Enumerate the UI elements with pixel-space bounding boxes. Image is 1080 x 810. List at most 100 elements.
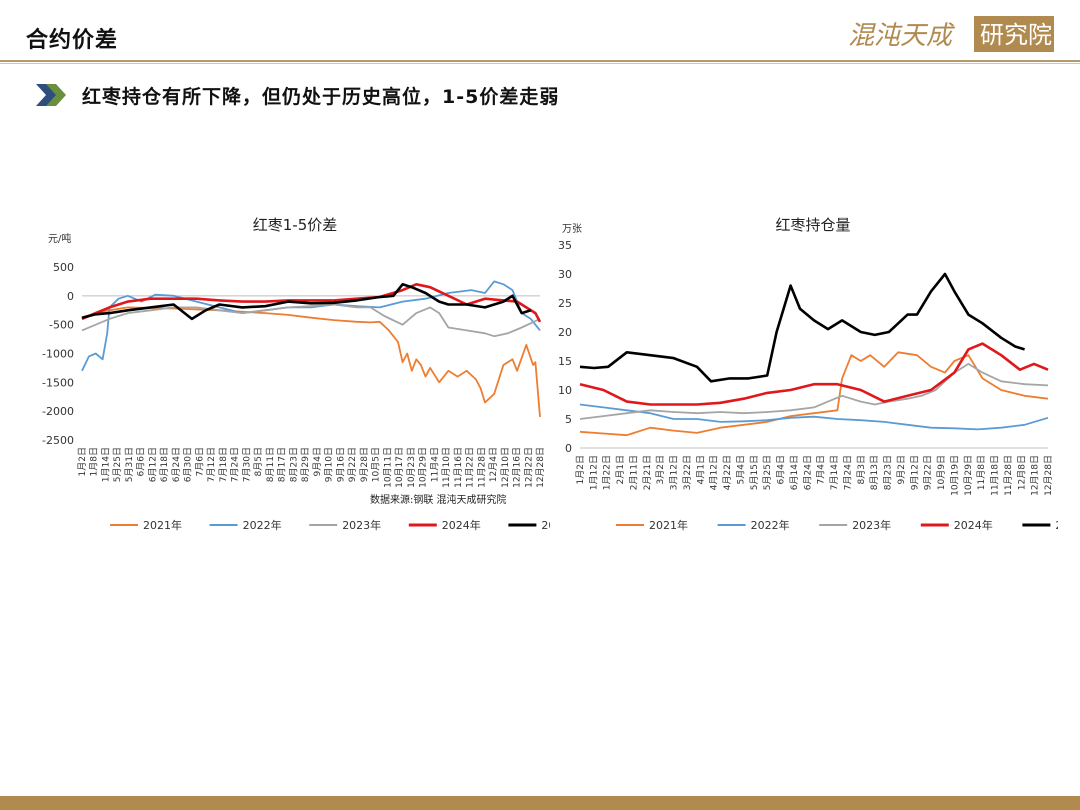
footer-bar [0, 796, 1080, 810]
x-tick-label: 8月3日 [856, 455, 867, 484]
x-tick-label: 2月11日 [628, 455, 639, 490]
x-tick-label: 3月22日 [682, 455, 693, 490]
double-chevron-icon [36, 84, 66, 106]
x-tick-label: 1月14日 [100, 447, 111, 482]
logo-text-box: 研究院 [980, 21, 1052, 49]
x-tick-label: 11月18日 [990, 455, 1001, 496]
y-tick-label: 0 [67, 290, 74, 303]
series-line-2025 [579, 272, 1025, 383]
series-line-2022 [81, 280, 541, 372]
logo-box [974, 16, 1054, 52]
x-tick-label: 5月31日 [124, 447, 135, 482]
x-tick-label: 6月24日 [802, 455, 813, 490]
series-line-2021 [81, 306, 541, 417]
x-tick-label: 10月5日 [371, 447, 382, 482]
x-tick-label: 7月6日 [194, 447, 205, 476]
y-tick-label: -2500 [42, 434, 74, 447]
legend-label-2021: 2021年 [649, 518, 688, 532]
subtitle-row: 红枣持仓有所下降，但仍处于历史高位，1-5价差走弱 [34, 80, 559, 110]
x-tick-label: 12月28日 [1043, 455, 1054, 496]
x-tick-label: 7月12日 [206, 447, 217, 482]
x-tick-label: 8月13日 [869, 455, 880, 490]
chart-title: 红枣1-5价差 [253, 216, 338, 234]
x-tick-label: 9月22日 [923, 455, 934, 490]
x-tick-label: 1月2日 [77, 447, 88, 476]
series-line-2022 [579, 403, 1049, 431]
x-tick-label: 6月30日 [183, 447, 194, 482]
legend-label-2021: 2021年 [143, 518, 182, 532]
header-divider-thin [0, 63, 1080, 64]
x-tick-label: 8月5日 [253, 447, 264, 476]
x-tick-label: 2月21日 [642, 455, 653, 490]
x-tick-label: 11月22日 [465, 447, 476, 488]
x-tick-label: 4月12日 [709, 455, 720, 490]
y-tick-label: -2000 [42, 405, 74, 418]
source-note: 数据来源:钢联 混沌天成研究院 [370, 493, 507, 506]
x-tick-label: 9月22日 [347, 447, 358, 482]
spread-chart: 红枣1-5价差元/吨5000-500-1000-1500-2000-25001月… [42, 216, 550, 532]
y-tick-label: 25 [558, 297, 572, 310]
x-tick-label: 5月25日 [762, 455, 773, 490]
legend-label-2025: 2025年 [1055, 518, 1058, 532]
x-tick-label: 7月24日 [842, 455, 853, 490]
x-tick-label: 11月28日 [1003, 455, 1014, 496]
x-tick-label: 1月2日 [575, 455, 586, 484]
x-tick-label: 10月11日 [382, 447, 393, 488]
x-tick-label: 1月12日 [588, 455, 599, 490]
x-tick-label: 1月8日 [89, 447, 100, 476]
legend-label-2024: 2024年 [442, 518, 481, 532]
x-tick-label: 8月23日 [883, 455, 894, 490]
x-tick-label: 11月4日 [429, 447, 440, 482]
legend-label-2025: 2025年 [541, 518, 550, 532]
x-tick-label: 9月2日 [896, 455, 907, 484]
x-tick-label: 8月29日 [300, 447, 311, 482]
legend-label-2022: 2022年 [751, 518, 790, 532]
series-line-2023 [579, 363, 1049, 420]
x-tick-label: 9月28日 [359, 447, 370, 482]
page-title: 合约价差 [26, 28, 119, 53]
y-tick-label: -1500 [42, 376, 74, 389]
series-line-2024 [81, 283, 542, 323]
legend-label-2024: 2024年 [954, 518, 993, 532]
x-tick-label: 11月10日 [441, 447, 452, 488]
legend-label-2022: 2022年 [243, 518, 282, 532]
x-tick-label: 5月15日 [749, 455, 760, 490]
x-tick-label: 3月12日 [669, 455, 680, 490]
x-tick-label: 11月16日 [453, 447, 464, 488]
series-line-2024 [579, 342, 1049, 406]
x-tick-label: 12月28日 [535, 447, 546, 488]
y-tick-label: 35 [558, 239, 572, 252]
x-tick-label: 6月6日 [136, 447, 147, 476]
x-tick-label: 4月1日 [695, 455, 706, 484]
x-tick-label: 2月1日 [615, 455, 626, 484]
x-tick-label: 12月8日 [1016, 455, 1027, 490]
x-tick-label: 12月22日 [523, 447, 534, 488]
y-tick-label: 500 [53, 261, 74, 274]
y-tick-label: 5 [565, 413, 572, 426]
unit-label: 万张 [562, 223, 582, 235]
brand-logo: 混沌天成 研究院 [848, 16, 1054, 52]
x-tick-label: 9月16日 [335, 447, 346, 482]
unit-label: 元/吨 [48, 232, 71, 245]
x-tick-label: 10月29日 [418, 447, 429, 488]
y-tick-label: -1000 [42, 348, 74, 361]
x-tick-label: 6月18日 [159, 447, 170, 482]
x-tick-label: 4月22日 [722, 455, 733, 490]
x-tick-label: 9月10日 [324, 447, 335, 482]
x-tick-label: 12月10日 [500, 447, 511, 488]
y-tick-label: 20 [558, 326, 572, 339]
x-tick-label: 12月18日 [1030, 455, 1041, 496]
x-tick-label: 6月4日 [776, 455, 787, 484]
x-tick-label: 9月4日 [312, 447, 323, 476]
x-tick-label: 12月16日 [512, 447, 523, 488]
x-tick-label: 3月2日 [655, 455, 666, 484]
x-tick-label: 9月12日 [909, 455, 920, 490]
x-tick-label: 5月4日 [735, 455, 746, 484]
x-tick-label: 8月23日 [288, 447, 299, 482]
x-tick-label: 8月11日 [265, 447, 276, 482]
x-tick-label: 11月28日 [476, 447, 487, 488]
x-tick-label: 5月25日 [112, 447, 123, 482]
y-tick-label: 15 [558, 355, 572, 368]
y-tick-label: 10 [558, 384, 572, 397]
